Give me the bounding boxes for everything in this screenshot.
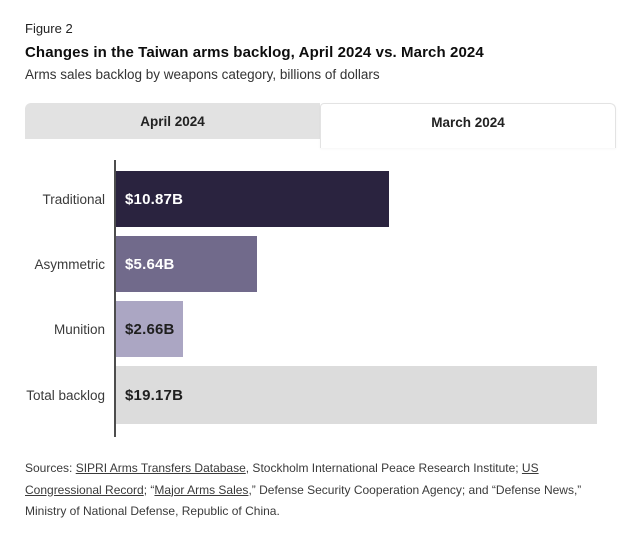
category-label-traditional: Traditional <box>42 191 105 207</box>
bar-asymmetric: $5.64B <box>116 236 258 292</box>
source-link[interactable]: US Congressional Record <box>25 461 539 497</box>
bar-value-label-total-backlog: $19.17B <box>125 386 184 404</box>
bar-chart-rows: Traditional $10.87B Asymmetric $5.64B Muniti… <box>25 171 615 424</box>
category-label-munition: Munition <box>53 321 105 337</box>
bar-chart: Traditional $10.87B Asymmetric $5.64B Muniti… <box>25 160 615 437</box>
chart-title: Changes in the Taiwan arms backlog, Apri… <box>25 44 484 61</box>
bar-area-asymmetric: $5.64B <box>116 236 615 292</box>
source-text-segment: ; “ <box>143 482 155 497</box>
sources-text: Sources: SIPRI Arms Transfers Database, … <box>25 458 617 523</box>
chart-row-asymmetric: Asymmetric $5.64B <box>25 236 615 292</box>
chart-subtitle: Arms sales backlog by weapons category, … <box>25 67 380 82</box>
source-link[interactable]: Major Arms Sales <box>154 482 249 497</box>
bar-area-traditional: $10.87B <box>116 171 615 227</box>
chart-row-munition: Munition $2.66B <box>25 301 615 357</box>
tab-bar: April 2024 March 2024 <box>25 103 616 149</box>
bar-total-backlog: $19.17B <box>116 366 597 424</box>
chart-row-total-backlog: Total backlog $19.17B <box>25 366 615 424</box>
category-label-total-backlog: Total backlog <box>26 387 105 403</box>
bar-munition: $2.66B <box>116 301 183 357</box>
bar-area-total-backlog: $19.17B <box>116 366 615 424</box>
source-text-segment: ,” Defense Security Cooperation Agency; … <box>25 482 582 519</box>
source-link[interactable]: SIPRI Arms Transfers Database <box>75 461 246 475</box>
category-label-asymmetric: Asymmetric <box>34 256 106 272</box>
bar-area-munition: $2.66B <box>116 301 615 357</box>
bar-value-label-asymmetric: $5.64B <box>125 255 175 273</box>
figure-label: Figure 2 <box>25 21 73 36</box>
source-text-segment: Sources: <box>25 461 76 475</box>
tab-april-2024[interactable]: April 2024 <box>25 103 320 139</box>
tab-march-2024[interactable]: March 2024 <box>320 103 616 148</box>
source-text-segment: , Stockholm International Peace Research… <box>245 461 522 475</box>
bar-value-label-traditional: $10.87B <box>125 190 184 208</box>
chart-row-traditional: Traditional $10.87B <box>25 171 615 227</box>
bar-traditional: $10.87B <box>116 171 389 227</box>
bar-value-label-munition: $2.66B <box>125 320 175 338</box>
y-axis-line <box>114 160 116 437</box>
